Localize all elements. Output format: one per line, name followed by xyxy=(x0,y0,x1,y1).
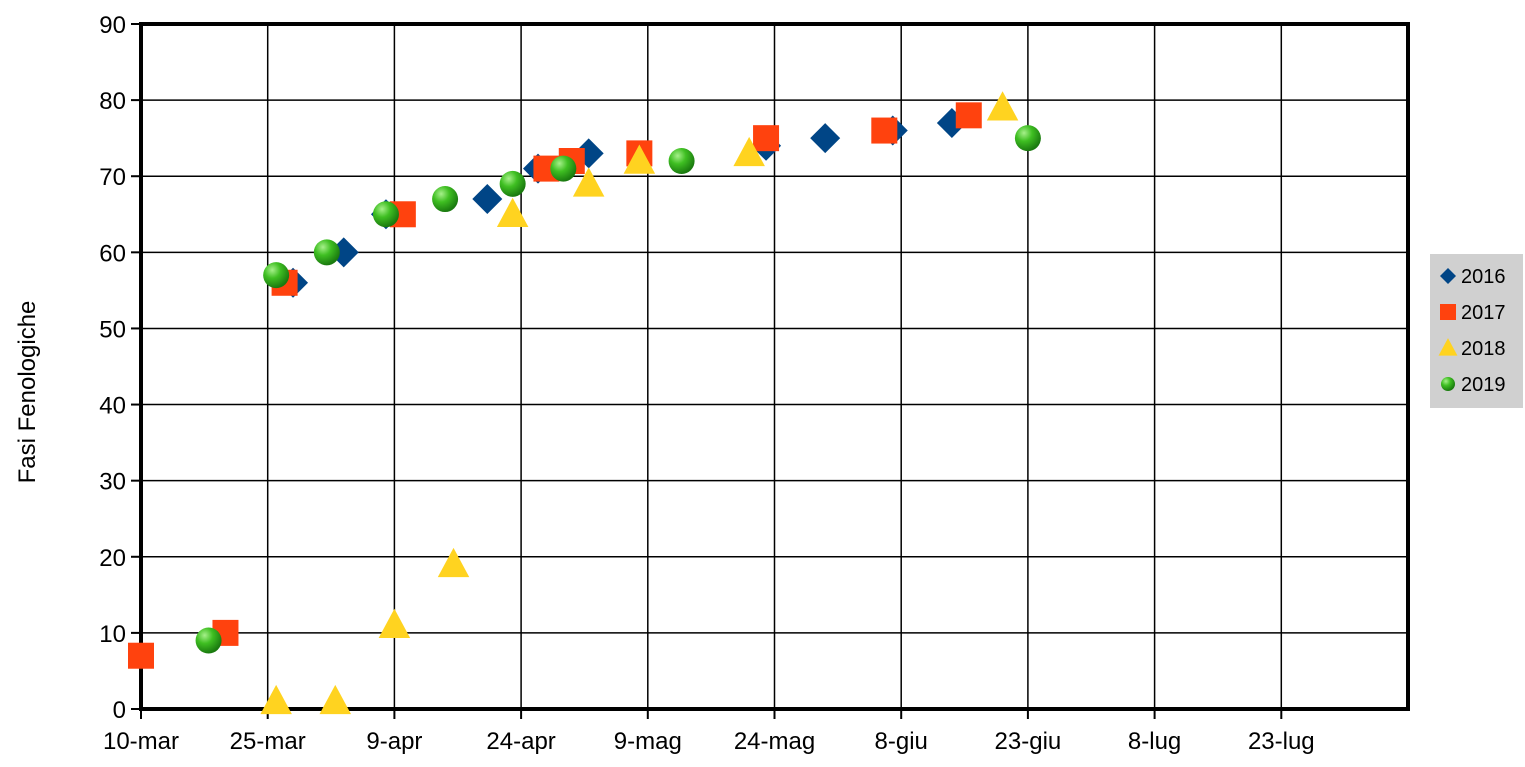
y-tick-label: 20 xyxy=(99,545,126,572)
y-tick-label: 50 xyxy=(99,316,126,343)
axis-ticks xyxy=(131,23,1283,719)
series-2019 xyxy=(195,125,1041,654)
y-tick-label: 90 xyxy=(99,12,126,39)
x-tick-label: 24-apr xyxy=(486,728,555,755)
point-2018 xyxy=(572,167,605,197)
point-2018 xyxy=(378,608,411,639)
point-2018 xyxy=(260,684,292,715)
x-tick-label: 23-giu xyxy=(995,728,1062,755)
point-2019 xyxy=(1014,125,1041,152)
legend-label-2017: 2017 xyxy=(1461,302,1506,324)
point-2018 xyxy=(623,144,656,174)
point-2019 xyxy=(372,201,399,228)
legend-marker-2016 xyxy=(1440,268,1456,284)
point-2017 xyxy=(871,117,898,144)
x-tick-label: 25-mar xyxy=(230,728,306,755)
point-2017 xyxy=(753,125,780,152)
y-axis-tick-labels: 0 10 20 30 40 50 60 70 80 90 xyxy=(99,12,126,724)
y-tick-label: 10 xyxy=(99,621,126,648)
legend-marker-2018 xyxy=(1438,338,1458,356)
x-tick-label: 8-giu xyxy=(875,728,928,755)
x-tick-label: 9-apr xyxy=(366,728,422,755)
point-2018 xyxy=(437,547,470,578)
legend-marker-2019 xyxy=(1441,377,1455,391)
legend-label-2016: 2016 xyxy=(1461,266,1506,288)
series-2017 xyxy=(128,102,982,669)
y-tick-label: 40 xyxy=(99,393,126,420)
point-2019 xyxy=(263,262,290,289)
point-2018 xyxy=(496,197,529,228)
point-2017 xyxy=(128,642,154,669)
x-tick-label: 9-mag xyxy=(614,728,682,755)
x-tick-label: 23-lug xyxy=(1248,728,1315,755)
legend: 2016 2017 2018 2019 xyxy=(1430,254,1523,408)
y-tick-label: 0 xyxy=(113,697,126,724)
series-2018 xyxy=(260,91,1019,715)
point-2016 xyxy=(472,184,503,215)
point-2019 xyxy=(668,148,695,174)
x-tick-label: 8-lug xyxy=(1128,728,1181,755)
point-2018 xyxy=(733,136,765,167)
point-2016 xyxy=(810,123,841,154)
data-points xyxy=(128,91,1041,715)
x-tick-label: 24-mag xyxy=(734,728,815,755)
y-tick-label: 80 xyxy=(99,88,126,115)
legend-label-2019: 2019 xyxy=(1461,374,1506,396)
legend-marker-2017 xyxy=(1440,304,1456,320)
point-2018 xyxy=(319,684,352,715)
point-2017 xyxy=(955,102,982,129)
point-2019 xyxy=(313,239,340,266)
point-2019 xyxy=(550,155,577,182)
x-tick-label: 10-mar xyxy=(103,728,179,755)
y-tick-label: 60 xyxy=(99,240,126,267)
x-axis-tick-labels: 10-mar 25-mar 9-apr 24-apr 9-mag 24-mag 8-giu 2… xyxy=(103,728,1315,755)
point-2018 xyxy=(986,91,1019,121)
point-2019 xyxy=(499,170,526,197)
y-tick-label: 30 xyxy=(99,469,126,496)
y-axis-title: Fasi Fenologiche xyxy=(14,301,41,484)
point-2019 xyxy=(195,627,222,654)
y-tick-label: 70 xyxy=(99,164,126,191)
legend-label-2018: 2018 xyxy=(1461,338,1506,360)
point-2019 xyxy=(432,186,459,213)
